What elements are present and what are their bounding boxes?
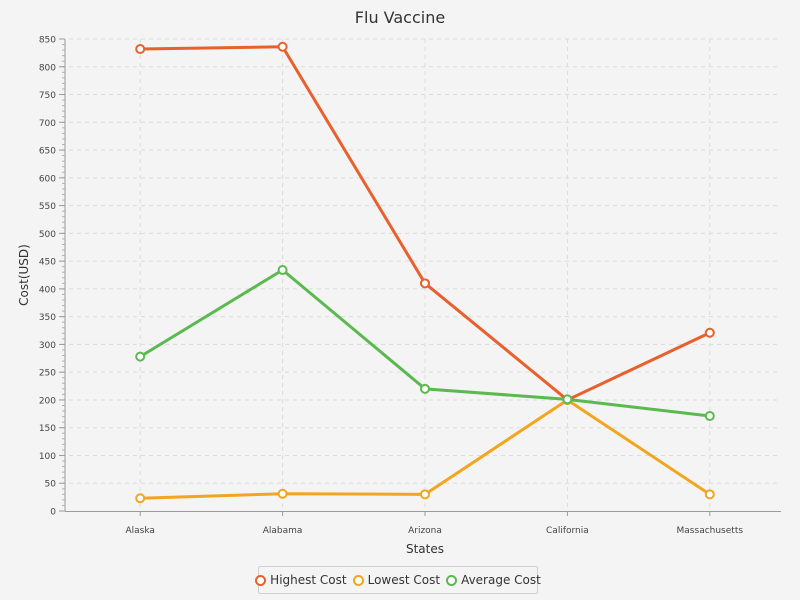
data-point-lowest-cost — [704, 489, 715, 500]
y-tick-label: 450 — [39, 258, 56, 268]
y-tick-label: 800 — [39, 63, 56, 73]
y-tick-label: 650 — [39, 147, 56, 157]
x-tick-label: California — [546, 526, 589, 536]
data-point-highest-cost — [420, 278, 430, 289]
y-tick-label: 200 — [39, 396, 56, 406]
x-tick-label: Alaska — [125, 526, 154, 536]
y-tick-label: 550 — [39, 202, 56, 212]
y-tick-label: 100 — [39, 452, 56, 462]
legend-marker-icon — [446, 574, 458, 586]
y-tick-label: 350 — [39, 313, 56, 323]
data-point-average-cost — [135, 351, 146, 362]
legend: Highest Cost Lowest Cost Average Cost — [255, 566, 541, 594]
y-tick-label: 50 — [45, 480, 57, 490]
y-tick-label: 150 — [39, 424, 56, 434]
series-group — [135, 41, 715, 504]
legend-item-average-cost[interactable]: Average Cost — [446, 573, 541, 587]
data-point-highest-cost — [704, 327, 715, 338]
x-tick-label: Alabama — [263, 526, 303, 536]
data-point-average-cost — [704, 411, 715, 422]
series-average-cost — [135, 265, 715, 422]
data-point-highest-cost — [135, 43, 146, 54]
y-tick-label: 0 — [50, 508, 56, 518]
y-tick-label: 500 — [39, 230, 56, 240]
y-tick-label: 600 — [39, 174, 56, 184]
data-point-lowest-cost — [135, 493, 146, 504]
legend-item-lowest-cost[interactable]: Lowest Cost — [352, 573, 441, 587]
data-point-average-cost — [562, 394, 573, 405]
data-point-average-cost — [277, 265, 288, 276]
legend-label: Highest Cost — [270, 573, 347, 587]
y-tick-label: 750 — [39, 91, 56, 101]
y-axis-label: Cost(USD) — [17, 244, 31, 306]
grid — [69, 38, 781, 511]
axes: 0 50 100 150 200 250 300 350 400 450 500 550 600 650 7… — [39, 36, 781, 536]
legend-label: Average Cost — [461, 573, 541, 587]
x-axis-label: States — [406, 542, 444, 556]
data-point-highest-cost — [277, 41, 288, 52]
y-tick-label: 300 — [39, 341, 56, 351]
y-tick-label: 250 — [39, 369, 56, 379]
legend-marker-icon — [255, 574, 267, 586]
legend-marker-icon — [352, 574, 364, 586]
data-point-lowest-cost — [420, 489, 430, 500]
data-point-lowest-cost — [277, 488, 288, 499]
x-tick-label: Arizona — [408, 526, 442, 536]
y-tick-label: 700 — [39, 119, 56, 129]
legend-item-highest-cost[interactable]: Highest Cost — [255, 573, 347, 587]
y-tick-label: 850 — [39, 36, 56, 46]
legend-label: Lowest Cost — [367, 573, 441, 587]
x-tick-label: Massachusetts — [677, 526, 744, 536]
y-tick-label: 400 — [39, 285, 56, 295]
data-point-average-cost — [420, 383, 430, 394]
chart-title: Flu Vaccine — [355, 8, 445, 27]
